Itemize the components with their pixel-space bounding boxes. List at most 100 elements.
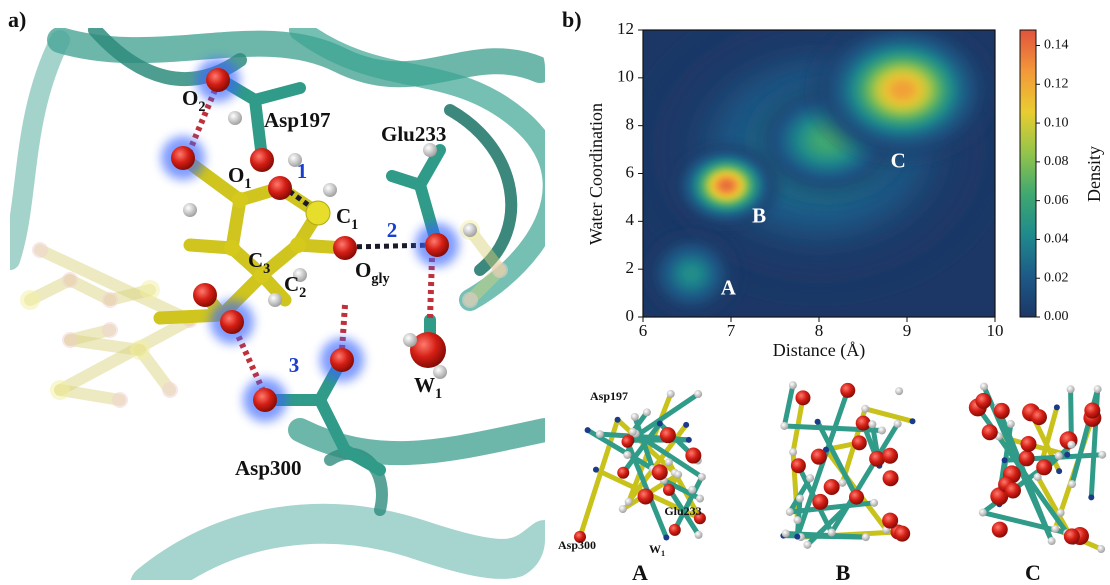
hydrogen — [780, 422, 788, 430]
colorbar-tick-label: 0.10 — [1044, 115, 1069, 130]
colorbar-tick-label: 0.02 — [1044, 270, 1069, 285]
colorbar-tick-label: 0.00 — [1044, 309, 1069, 324]
water-oxygen — [652, 464, 668, 480]
y-tick-label: 12 — [617, 19, 634, 38]
hydrogen — [596, 430, 604, 438]
atom-faded — [462, 292, 478, 308]
colorbar-tick-label: 0.12 — [1044, 77, 1069, 92]
water-oxygen — [894, 526, 910, 542]
hydrogen — [796, 494, 804, 502]
density-peak — [633, 220, 749, 328]
nitrogen — [1054, 404, 1060, 410]
hydrogen — [806, 474, 814, 482]
atom-faded — [102, 322, 118, 338]
y-tick-label: 4 — [626, 210, 635, 229]
hydrogen — [862, 533, 870, 541]
hydrogen — [623, 451, 631, 459]
hydrogen — [688, 486, 696, 494]
colorbar-label: Density — [1084, 146, 1104, 202]
water-oxygen — [1064, 528, 1080, 544]
hydrogen — [643, 408, 651, 416]
x-tick-label: 8 — [815, 321, 824, 340]
hydrogen — [694, 390, 702, 398]
colorbar-tick-label: 0.04 — [1044, 232, 1069, 247]
structure-label-sub: 2 — [198, 99, 205, 115]
water-oxygen — [1020, 436, 1036, 452]
hydrogen — [268, 293, 282, 307]
hydrogen — [183, 203, 197, 217]
bond — [865, 409, 912, 421]
hydrogen — [433, 365, 447, 379]
oxygen — [791, 458, 806, 473]
atom-faded — [32, 242, 48, 258]
structure-label-main: O — [182, 86, 198, 110]
atom-faded — [62, 332, 78, 348]
snapshot-caption: C — [1025, 560, 1041, 585]
atom-faded — [102, 292, 118, 308]
structure-label-sub: 1 — [244, 176, 251, 192]
hydrogen — [838, 479, 846, 487]
bond — [790, 503, 874, 512]
snapshot-label: Asp197 — [590, 389, 628, 403]
structure-label-main: C — [248, 248, 263, 272]
snapshot-caption: A — [632, 560, 648, 585]
hydrogen — [878, 426, 886, 434]
hydrogen — [667, 390, 675, 398]
hydrogen — [793, 516, 801, 524]
oxygen — [795, 390, 810, 405]
atom-faded — [162, 382, 178, 398]
oxygen — [425, 233, 449, 257]
hydrogen — [1007, 420, 1015, 428]
oxygen — [849, 490, 864, 505]
x-axis-label: Distance (Å) — [773, 340, 865, 361]
hydrogen — [674, 471, 682, 479]
structure-label-main: C — [284, 272, 299, 296]
oxygen — [220, 310, 244, 334]
snapshot-label: Asp300 — [558, 538, 596, 552]
interaction — [430, 258, 432, 318]
water-oxygen — [660, 427, 676, 443]
y-tick-label: 10 — [617, 67, 634, 86]
nitrogen — [593, 467, 599, 473]
structure-label: C1 — [336, 204, 358, 233]
hydrogen — [1048, 537, 1056, 545]
bond — [784, 385, 793, 426]
colorbar — [1020, 30, 1036, 317]
water-oxygen — [638, 488, 654, 504]
bond-faded — [60, 320, 190, 390]
peak-label: C — [891, 149, 906, 173]
hydrogen — [695, 531, 703, 539]
x-tick-label: 7 — [727, 321, 736, 340]
hydrogen — [894, 420, 902, 428]
carbon — [224, 240, 240, 256]
density-peak — [802, 11, 1003, 169]
hydrogen — [403, 333, 417, 347]
hydrogen — [782, 530, 790, 538]
structure-label-main: O — [228, 163, 244, 187]
structure-label: Asp300 — [235, 456, 302, 480]
panel-label: a) — [8, 7, 26, 32]
structure-label: Asp197 — [264, 108, 331, 132]
water-oxygen — [1019, 450, 1035, 466]
hydrogen — [629, 428, 637, 436]
oxygen — [250, 148, 274, 172]
water-oxygen — [975, 393, 991, 409]
oxygen — [268, 176, 292, 200]
hydrogen — [786, 508, 794, 516]
oxygen — [617, 467, 629, 479]
snapshot-render — [969, 383, 1106, 553]
carbon-c1 — [306, 201, 330, 225]
hydrogen — [861, 405, 869, 413]
nitrogen — [1064, 452, 1070, 458]
hydrogen — [228, 111, 242, 125]
hydrogen — [698, 473, 706, 481]
oxygen — [622, 436, 634, 448]
hydrogen — [789, 448, 797, 456]
hydrogen — [1097, 545, 1105, 553]
structure-label-sub: 1 — [435, 386, 442, 402]
oxygen — [330, 348, 354, 372]
water-oxygen — [982, 424, 998, 440]
nitrogen — [686, 437, 692, 443]
oxygen — [663, 484, 675, 496]
hydrogen — [868, 420, 876, 428]
